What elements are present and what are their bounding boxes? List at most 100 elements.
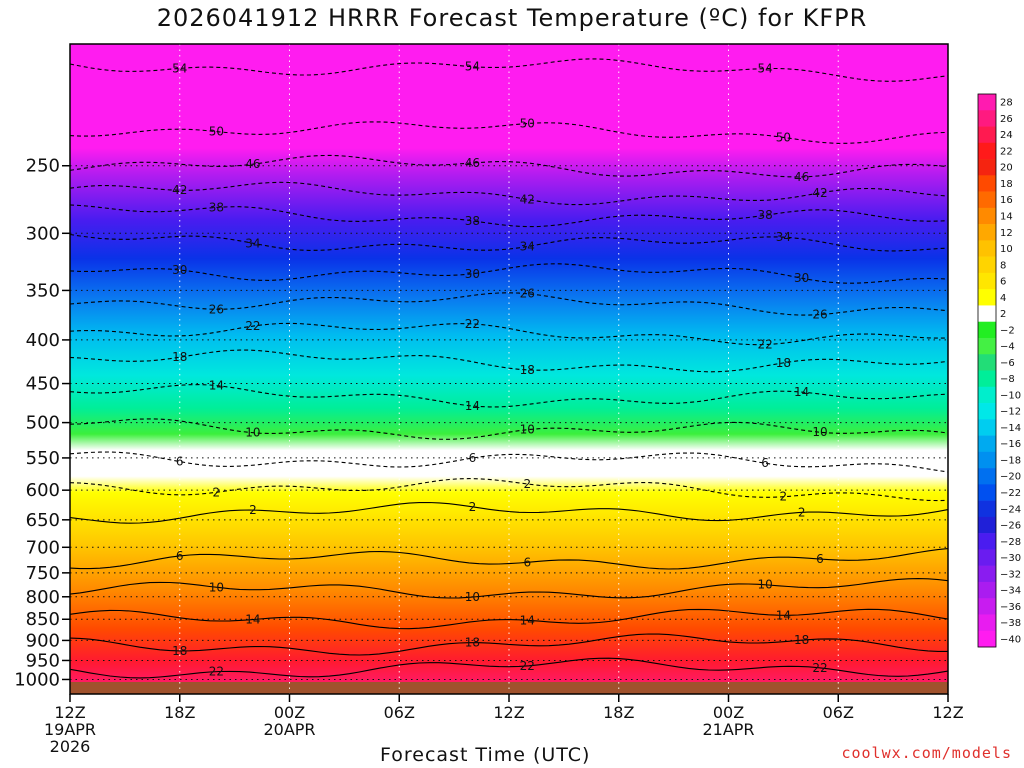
grid-lines: [70, 44, 948, 694]
contour-label: 14: [794, 385, 809, 399]
colorbar-swatch: [978, 598, 996, 615]
colorbar-label: 6: [1000, 277, 1006, 288]
colorbar-swatch: [978, 565, 996, 583]
y-tick-label: 800: [26, 587, 60, 608]
colorbar-label: 22: [1000, 146, 1013, 157]
colorbar-label: −32: [1000, 569, 1021, 580]
colorbar-label: 2: [1000, 309, 1006, 320]
colorbar-swatch: [978, 191, 996, 209]
x-tick-label: 00Z: [713, 703, 744, 722]
y-tick-label: 650: [26, 510, 60, 531]
colorbar-label: 4: [1000, 293, 1006, 304]
colorbar-label: −16: [1000, 439, 1021, 450]
y-tick-label: 550: [26, 448, 60, 469]
contour-label: 30: [794, 271, 809, 285]
contour-line: [69, 154, 949, 178]
colorbar-label: −22: [1000, 488, 1021, 499]
contour-label: 46: [794, 170, 809, 184]
colorbar-swatch: [978, 451, 996, 469]
contour-label: 2: [249, 503, 257, 517]
credit-text: coolwx.com/models: [841, 744, 1012, 762]
y-tick-label: 750: [26, 563, 60, 584]
colorbar-swatch: [978, 500, 996, 518]
contour-label: 14: [245, 613, 260, 627]
contour-label: 6: [469, 451, 477, 465]
contour-label: 38: [465, 214, 480, 228]
colorbar-swatch: [978, 126, 996, 144]
x-axis-title: Forecast Time (UTC): [380, 744, 591, 766]
contour-label: 14: [209, 379, 224, 393]
y-tick-label: 400: [26, 330, 60, 351]
contour-line: [69, 58, 949, 82]
contour-label: 6: [176, 455, 184, 469]
contour-label: 22: [465, 317, 480, 331]
colorbar-label: −18: [1000, 456, 1021, 467]
colorbar-swatch: [978, 240, 996, 257]
contour-label: 22: [757, 338, 772, 352]
contour-line: [69, 418, 949, 440]
colorbar-label: −28: [1000, 537, 1021, 548]
x-tick-label: 21APR: [702, 720, 754, 739]
colorbar-swatch: [978, 175, 996, 192]
contour-line: [69, 349, 949, 373]
contour-label: 18: [776, 356, 791, 370]
colorbar-label: 14: [1000, 212, 1013, 223]
x-tick-label: 2026: [50, 737, 91, 756]
colorbar-label: −30: [1000, 553, 1021, 564]
colorbar-swatch: [978, 110, 996, 127]
contour-label: 42: [812, 186, 827, 200]
contour-label: 50: [776, 130, 791, 144]
colorbar-label: −14: [1000, 423, 1021, 434]
contour-label: 18: [794, 633, 809, 647]
contour-line: [69, 451, 949, 473]
contour-label: 22: [209, 665, 224, 679]
colorbar-swatch: [978, 289, 996, 306]
contour-line: [69, 292, 949, 316]
y-tick-label: 850: [26, 609, 60, 630]
contour-line: [69, 204, 949, 228]
y-tick-label: 500: [26, 413, 60, 434]
contour-line: [69, 263, 949, 284]
contour-label: 2: [523, 477, 531, 491]
x-tick-label: 06Z: [384, 703, 415, 722]
colorbar-swatch: [978, 516, 996, 534]
contour-label: 26: [812, 308, 827, 322]
contour-label: 38: [757, 208, 772, 222]
colorbar-label: −24: [1000, 504, 1021, 515]
colorbar-label: 28: [1000, 98, 1013, 109]
contour-label: 10: [757, 578, 772, 592]
colorbar-swatch: [978, 224, 996, 241]
contour-label: 2: [469, 500, 477, 514]
colorbar-swatch: [978, 419, 996, 436]
x-tick-label: 12Z: [932, 703, 963, 722]
colorbar-label: −38: [1000, 618, 1021, 629]
contour-label: 6: [761, 456, 769, 470]
contour-label: 22: [812, 661, 827, 675]
contour-label: 10: [245, 426, 260, 440]
contour-line: [69, 478, 949, 502]
colorbar-swatch: [978, 94, 996, 111]
contour-line: [69, 121, 949, 144]
contour-label: 26: [209, 302, 224, 316]
colorbar-swatch: [978, 207, 996, 225]
contour-label: 18: [465, 636, 480, 650]
colorbar-label: −4: [1000, 342, 1015, 353]
y-tick-label: 1000: [14, 669, 60, 690]
y-tick-label: 600: [26, 480, 60, 501]
colorbar-swatch: [978, 484, 996, 501]
x-tick-label: 00Z: [274, 703, 305, 722]
y-tick-label: 450: [26, 374, 60, 395]
colorbar-swatch: [978, 142, 996, 160]
colorbar-swatch: [978, 159, 996, 176]
colorbar-label: −34: [1000, 586, 1021, 597]
colorbar-label: 24: [1000, 130, 1013, 141]
colorbar-label: 12: [1000, 228, 1013, 239]
contour-label: 14: [465, 399, 480, 413]
contour-label: 30: [172, 263, 187, 277]
x-tick-label: 18Z: [603, 703, 634, 722]
colorbar-swatch: [978, 305, 996, 322]
contour-label: 30: [465, 267, 480, 281]
colorbar-swatch: [978, 435, 996, 453]
colorbar-label: −2: [1000, 325, 1015, 336]
